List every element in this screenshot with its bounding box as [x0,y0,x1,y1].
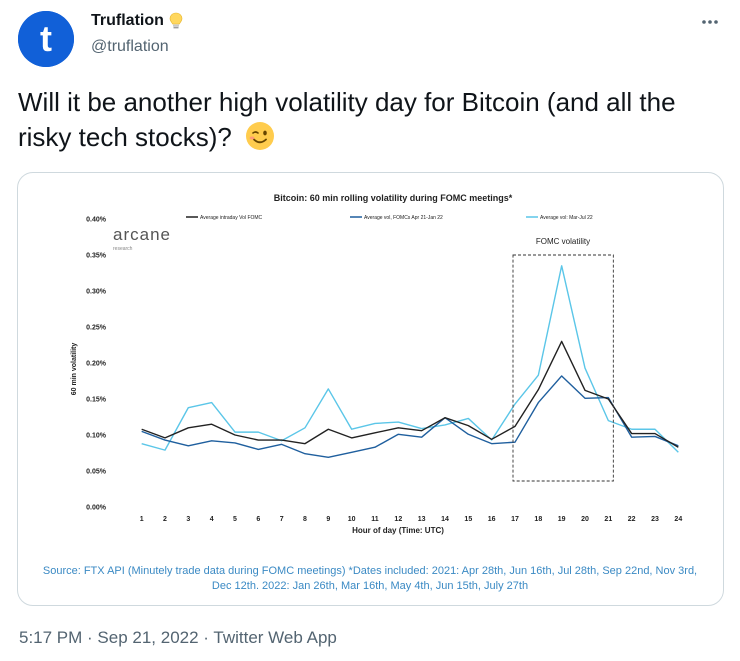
x-tick-label: 14 [441,516,449,523]
y-tick-label: 0.10% [86,433,107,440]
volatility-chart: Bitcoin: 60 min rolling volatility durin… [71,193,682,535]
legend-label: Average vol, FOMCs Apr 21-Jan 22 [364,215,443,221]
x-tick-label: 19 [558,516,566,523]
meta-separator: · [198,628,214,647]
tweet-text-body: Will it be another high volatility day f… [18,87,676,152]
watermark-brand: arcane [113,225,171,244]
tweet-time[interactable]: 5:17 PM [19,628,83,647]
y-tick-label: 0.25% [86,325,107,332]
x-tick-label: 24 [674,516,682,523]
media-card[interactable]: Bitcoin: 60 min rolling volatility durin… [17,172,724,606]
avatar[interactable]: t [18,11,74,67]
x-tick-label: 23 [651,516,659,523]
x-tick-label: 20 [581,516,589,523]
series-line-1 [141,375,679,459]
author-handle[interactable]: @truflation [91,38,169,55]
x-tick-label: 12 [394,516,402,523]
x-tick-label: 5 [233,516,237,523]
y-tick-label: 0.15% [86,397,107,404]
truflation-logo-icon: t [18,11,74,67]
tweet-client[interactable]: Twitter Web App [213,628,337,647]
y-tick-label: 0.40% [86,217,107,224]
x-tick-label: 17 [511,516,519,523]
tweet-text: Will it be another high volatility day f… [18,85,718,155]
x-tick-label: 7 [280,516,284,523]
more-options-icon[interactable] [700,14,720,30]
x-tick-label: 10 [348,516,356,523]
y-tick-label: 0.05% [86,469,107,476]
x-tick-label: 16 [488,516,496,523]
x-axis-label: Hour of day (Time: UTC) [352,526,444,535]
x-tick-label: 13 [418,516,426,523]
y-tick-label: 0.20% [86,361,107,368]
x-tick-label: 6 [256,516,260,523]
y-tick-label: 0.30% [86,289,107,296]
series-line-0 [141,340,679,448]
x-tick-label: 18 [534,516,542,523]
x-tick-label: 11 [371,516,379,523]
legend-label: Average intraday Vol FOMC [200,215,263,221]
watermark-sub: research [113,246,133,252]
y-tick-label: 0.00% [86,505,107,512]
x-tick-label: 3 [186,516,190,523]
x-tick-label: 8 [303,516,307,523]
chart-source-caption: Source: FTX API (Minutely trade data dur… [42,565,698,592]
x-tick-label: 21 [604,516,612,523]
y-tick-label: 0.35% [86,253,107,260]
x-tick-label: 4 [210,516,214,523]
meta-separator: · [82,628,98,647]
fomc-window-box [512,254,614,482]
fomc-annotation: FOMC volatility [536,237,590,246]
tweet-date[interactable]: Sep 21, 2022 [97,628,199,647]
x-tick-label: 15 [464,516,472,523]
x-tick-label: 2 [163,516,167,523]
chart-title: Bitcoin: 60 min rolling volatility durin… [274,193,513,203]
x-tick-label: 1 [140,516,144,523]
author-name-text[interactable]: Truflation [91,12,164,29]
y-axis-label: 60 min volatility [71,343,78,396]
x-tick-label: 22 [628,516,636,523]
author-name[interactable]: Truflation [91,12,184,30]
lightbulb-icon [169,12,183,29]
avatar-letter: t [40,18,52,59]
x-tick-label: 9 [326,516,330,523]
winking-face-icon [246,122,275,150]
tweet-meta: 5:17 PM · Sep 21, 2022 · Twitter Web App [19,628,337,648]
series-line-2 [141,265,679,453]
legend-label: Average vol: Mar-Jul 22 [540,215,593,221]
